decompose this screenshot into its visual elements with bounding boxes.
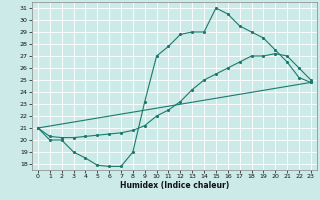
X-axis label: Humidex (Indice chaleur): Humidex (Indice chaleur) [120, 181, 229, 190]
